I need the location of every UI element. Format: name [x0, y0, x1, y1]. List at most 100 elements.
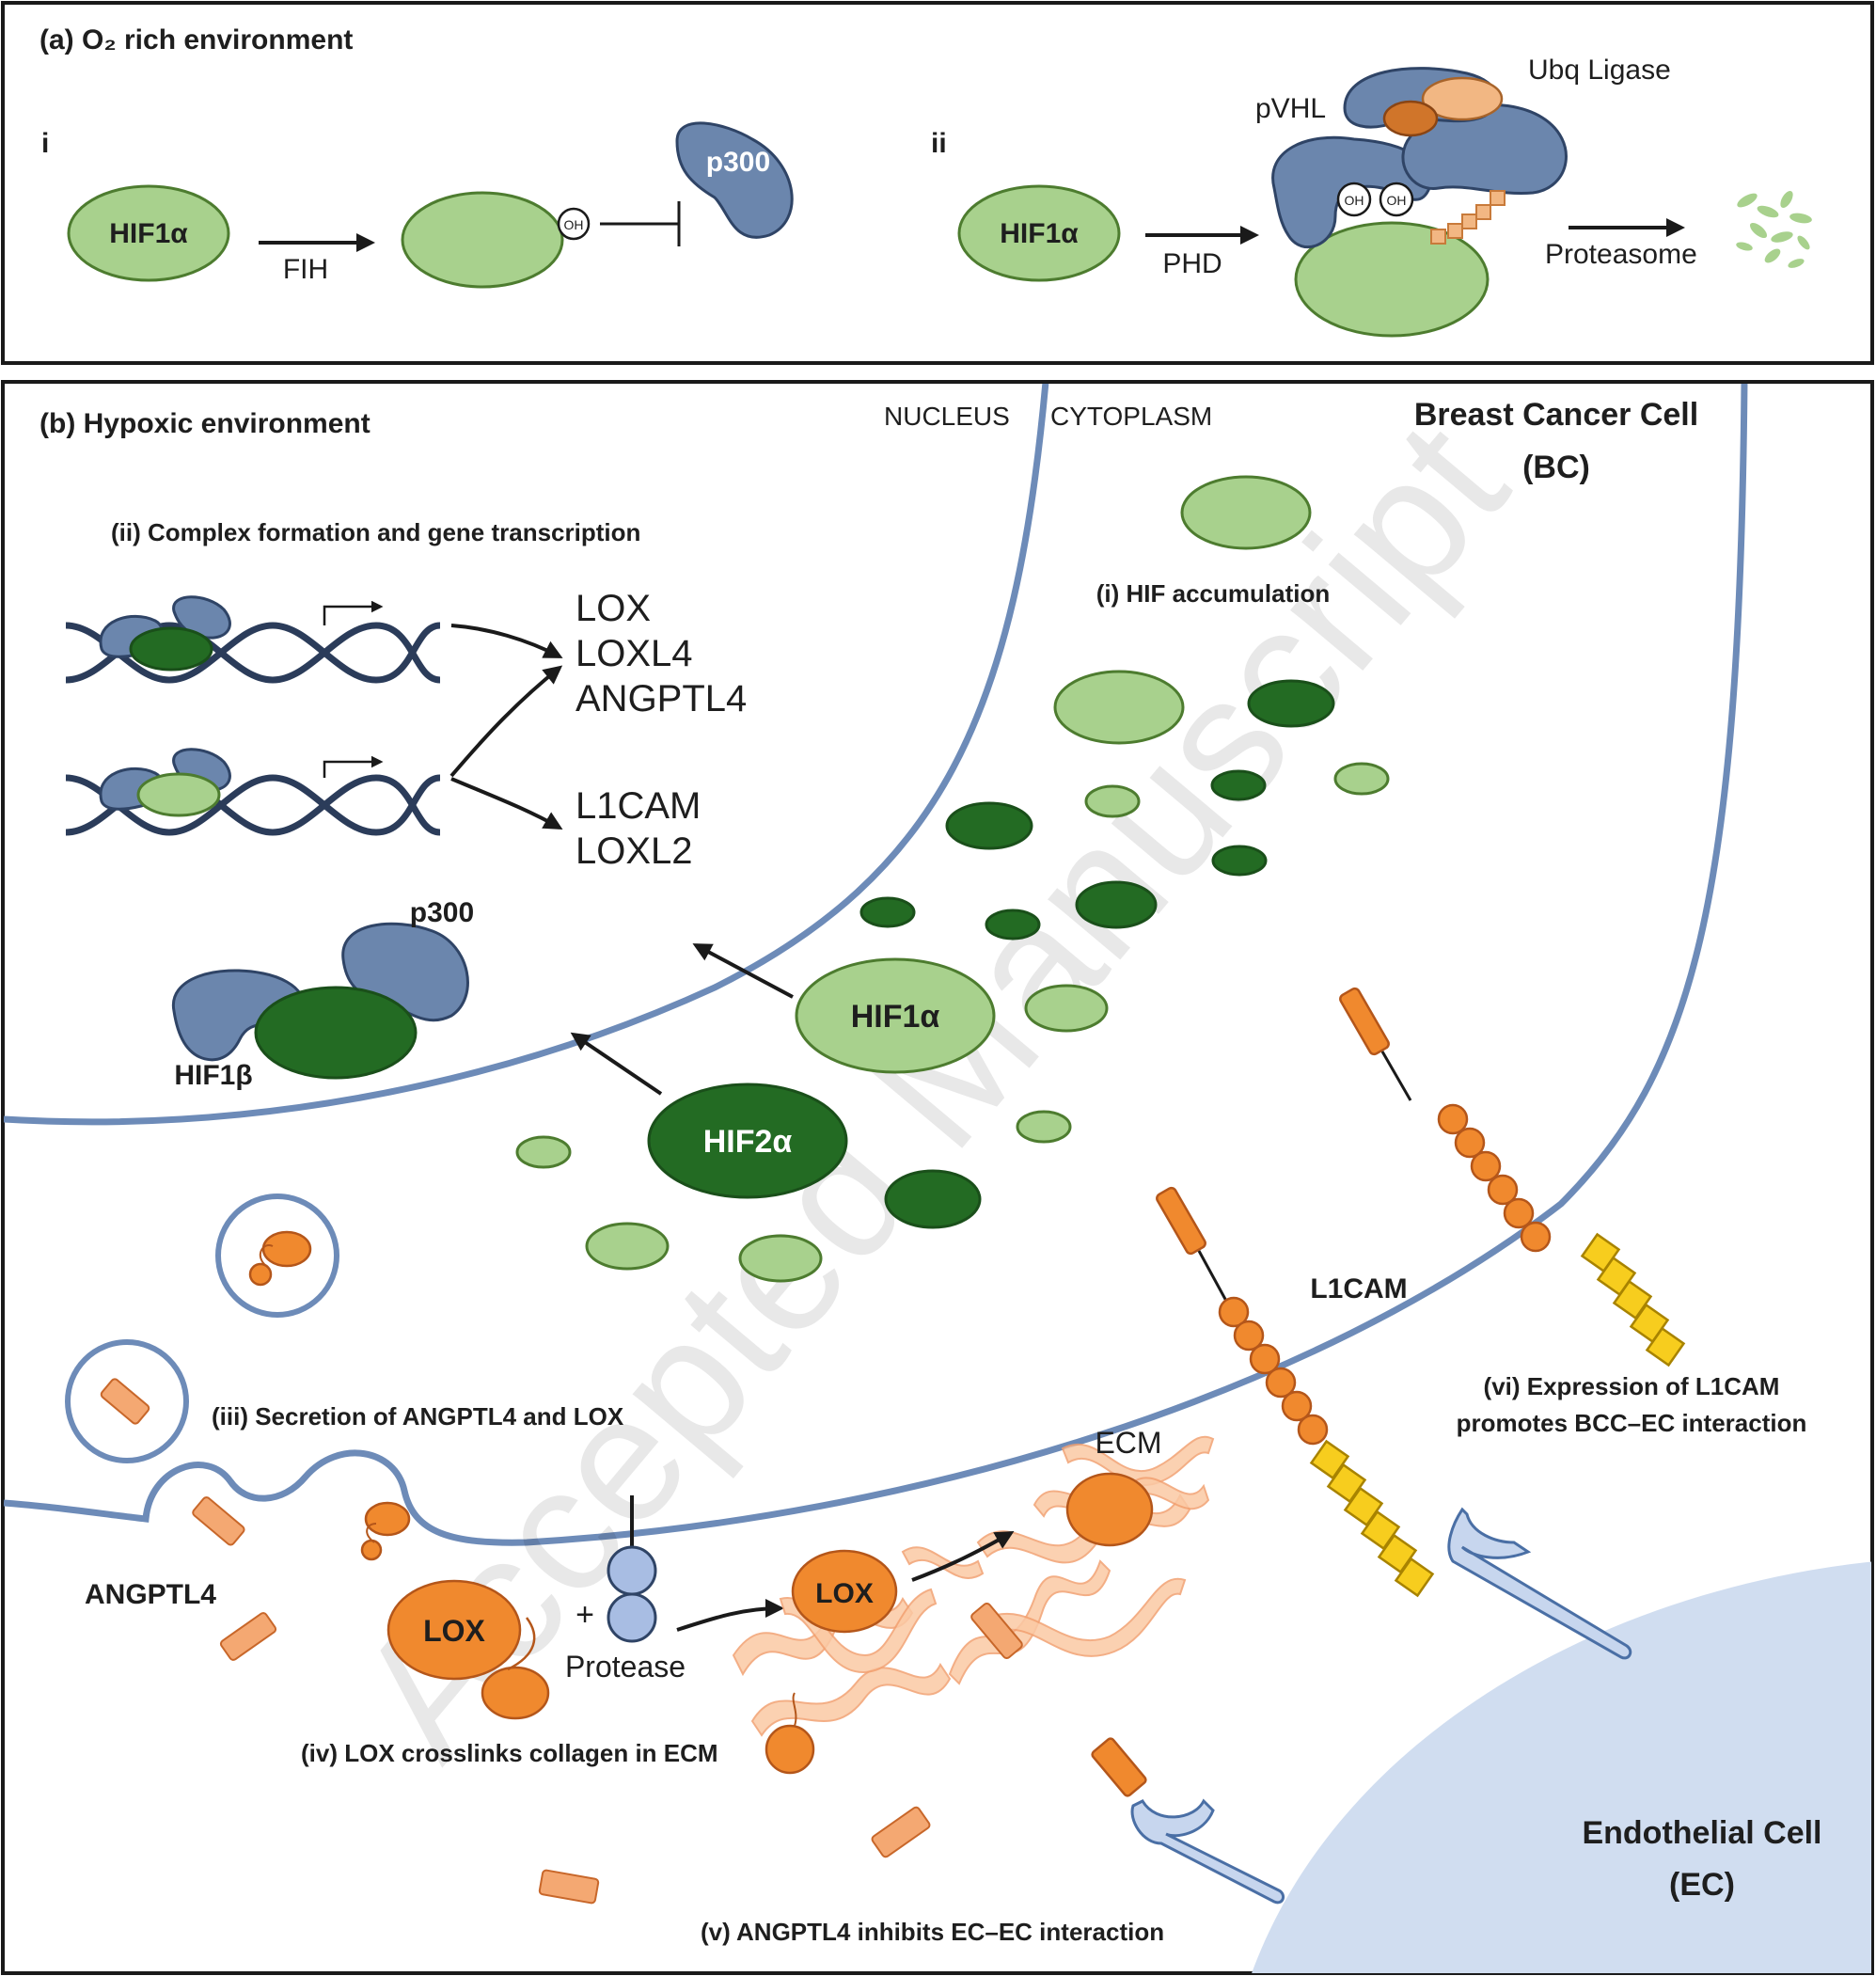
hif2a-protein: [647, 1083, 848, 1199]
ubq-ligase-tan: [1421, 76, 1504, 121]
l1cam-molecule-1: [1156, 1186, 1435, 1598]
nucleus-membrane: [4, 384, 1049, 1126]
plus-sign: +: [575, 1597, 594, 1633]
hif-dark-4: [1211, 845, 1268, 877]
phd-label: PHD: [1162, 248, 1222, 279]
secretory-vesicle-lox: [215, 1194, 339, 1318]
transcription-arrow-bottom: [449, 665, 563, 778]
oh-label-a-ii-2: OH: [1387, 193, 1407, 208]
angptl4-secreted-2: [219, 1612, 277, 1661]
panel-b-title: (b) Hypoxic environment: [39, 408, 370, 439]
endothelial-cell: [1252, 1561, 1871, 1973]
lox-propeptide-secreted: [360, 1539, 383, 1561]
ec-receptor-2: [1447, 1507, 1632, 1660]
angptl4-secreted-1: [192, 1496, 245, 1546]
panel-a-label-ii: ii: [931, 128, 947, 159]
lox-label-1: LOX: [423, 1614, 485, 1648]
cleavage-arrow: [676, 1599, 784, 1632]
hif-light-4: [1333, 762, 1390, 796]
hif1a-protein: [67, 184, 230, 282]
angptl4-ec-1: [1091, 1737, 1147, 1797]
angptl4-ecm: [970, 1602, 1023, 1660]
step-ii-label: (ii) Complex formation and gene transcri…: [111, 518, 640, 546]
ubq-ligase-label: Ubq Ligase: [1528, 55, 1671, 86]
lox-propeptide-linker: [507, 1617, 536, 1671]
bc-title-2: (BC): [1522, 450, 1590, 485]
panel-a-label-i: i: [41, 128, 49, 159]
lox-to-ecm-arrow: [911, 1531, 1015, 1582]
hif1a-label-a-i: HIF1α: [109, 218, 188, 249]
hif-dark-7: [985, 909, 1041, 941]
step-i-label: (i) HIF accumulation: [1096, 579, 1330, 608]
step-vi-label-2: promotes BCC–EC interaction: [1457, 1409, 1807, 1437]
pvhl-label: pVHL: [1255, 93, 1326, 124]
hif-dark-5: [1075, 880, 1158, 929]
hif1a-degradation-target: [1294, 221, 1490, 338]
fih-label: FIH: [283, 254, 328, 285]
ubq-ligase-brown: [1382, 100, 1439, 137]
oh-group: [1336, 182, 1372, 217]
hif-light-8: [585, 1222, 670, 1271]
p300-protein: [675, 121, 794, 239]
oh-group: [1379, 182, 1414, 217]
ecm-label: ECM: [1095, 1426, 1161, 1460]
lox-in-ecm: [1065, 1472, 1154, 1547]
lox-label-2: LOX: [815, 1578, 874, 1609]
p300-label-a: p300: [706, 147, 770, 178]
hif-nuclear-complex: [254, 986, 418, 1080]
angptl4-ec-3: [538, 1869, 600, 1905]
ec-receptor-1: [1130, 1798, 1285, 1905]
pro-lox: [386, 1579, 522, 1681]
transcription-arrow-top: [450, 624, 563, 658]
hif1a-label-b: HIF1α: [851, 999, 940, 1035]
step-vi-label-1: (vi) Expression of L1CAM: [1484, 1372, 1780, 1400]
tss-arrow-bottom: [323, 755, 384, 778]
hif-light-5: [1024, 984, 1109, 1033]
hif1a-hydroxylated: [401, 191, 564, 289]
hif-light-3: [1084, 784, 1141, 818]
proteasome-label: Proteasome: [1545, 239, 1697, 270]
angptl4-ec-2: [871, 1806, 931, 1858]
lox-propeptide-vesicle: [248, 1262, 273, 1287]
ec-title-1: Endothelial Cell: [1582, 1815, 1821, 1851]
watermark: Accepted Manuscript: [319, 387, 1544, 1793]
hif-light-6: [1016, 1110, 1072, 1144]
step-iii-label: (iii) Secretion of ANGPTL4 and LOX: [212, 1402, 624, 1431]
l1cam-label: L1CAM: [1310, 1273, 1407, 1304]
step-v-label: (v) ANGPTL4 inhibits EC–EC interaction: [701, 1918, 1164, 1946]
hif2a-label-b: HIF2α: [703, 1124, 793, 1160]
lox-in-vesicle: [261, 1230, 312, 1268]
hif1a-protein: [795, 957, 996, 1074]
ubiquitin-chain: [1430, 190, 1506, 245]
gene-angptl4: ANGPTL4: [575, 678, 747, 719]
protease-bottom: [607, 1592, 657, 1643]
panel-a-frame: [1, 1, 1874, 365]
hif-dark-6: [859, 896, 916, 928]
bc-title-1: Breast Cancer Cell: [1414, 397, 1698, 433]
lox-propeptide: [481, 1666, 550, 1720]
transcription-arrow-l1cam: [450, 777, 563, 830]
hif1a-on-dna: [136, 772, 221, 817]
hif-light-7: [515, 1135, 572, 1169]
degraded-fragments: [1736, 190, 1812, 268]
step-iv-label: (iv) LOX crosslinks collagen in ECM: [301, 1739, 718, 1767]
oh-label-a-i: OH: [564, 217, 584, 232]
lox-fragment-linker: [792, 1692, 797, 1727]
protease-label: Protease: [565, 1650, 686, 1684]
nucleus-label: NUCLEUS: [884, 402, 1010, 431]
hif-dark-2: [1210, 769, 1267, 801]
hif2a-import-arrow: [570, 1032, 663, 1096]
hif-dark-1: [1247, 679, 1335, 728]
lox-secreted: [364, 1501, 411, 1537]
lox-linker-vesicle: [259, 1244, 274, 1267]
oh-label-a-ii-1: OH: [1345, 193, 1364, 208]
panel-a-title: (a) O₂ rich environment: [39, 24, 353, 55]
hif-dark-3: [945, 801, 1033, 850]
lox-linker-secreted: [366, 1523, 377, 1543]
tss-arrow-top: [323, 600, 384, 625]
secretory-vesicle-angptl4: [65, 1339, 189, 1463]
hif-dark-8: [884, 1169, 982, 1229]
hif-light-9: [738, 1234, 823, 1283]
hif2a-on-dna: [129, 626, 213, 672]
